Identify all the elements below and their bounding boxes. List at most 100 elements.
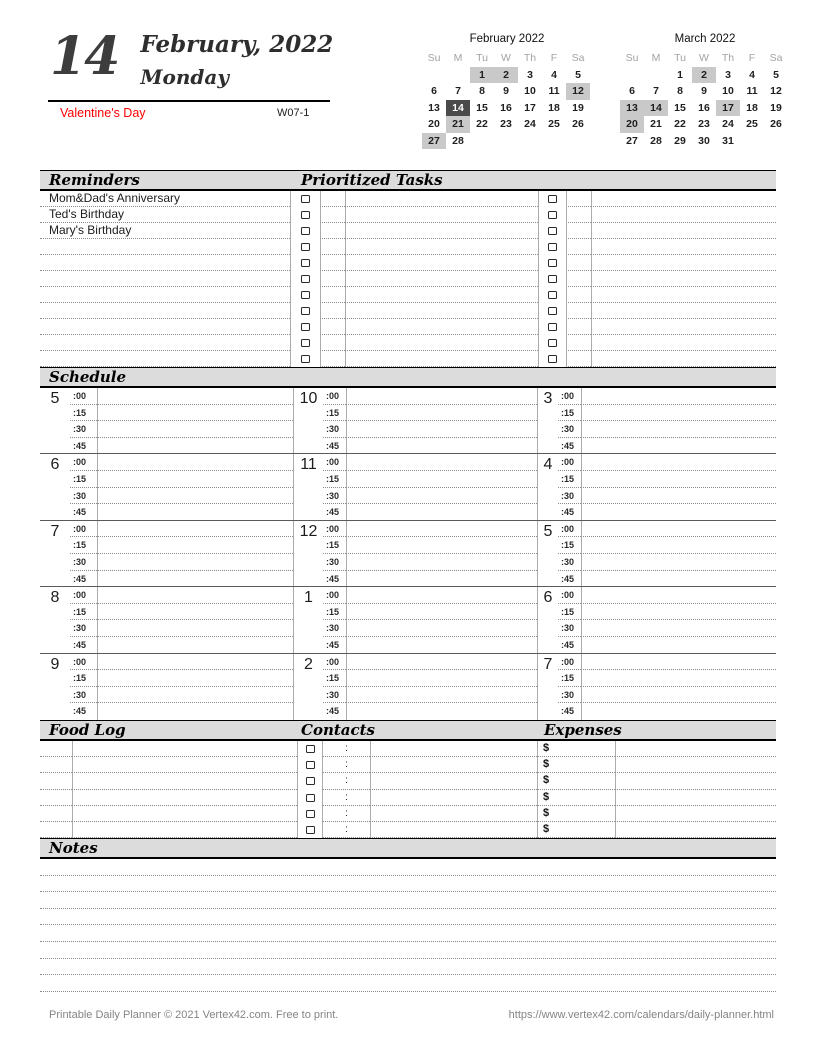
task-priority-cell[interactable] [320,223,345,239]
task-priority-cell[interactable] [320,287,345,303]
task-priority-cell[interactable] [320,335,345,351]
task-priority-cell[interactable] [566,303,591,319]
expense-amount-cell[interactable]: $ [537,773,615,790]
food-entry-line[interactable] [72,805,297,822]
schedule-entry-line[interactable] [346,487,537,505]
schedule-entry-line[interactable] [581,603,776,621]
calendar-day[interactable]: 26 [572,118,584,130]
schedule-entry-line[interactable] [346,504,537,520]
task-line[interactable] [345,335,538,351]
calendar-day[interactable]: 21 [446,116,470,133]
checkbox-icon[interactable] [548,243,557,251]
calendar-day[interactable]: 11 [746,85,758,97]
task-priority-cell[interactable] [566,207,591,223]
contact-name-line[interactable] [370,805,537,822]
schedule-entry-line[interactable] [97,653,293,671]
checkbox-icon[interactable] [548,211,557,219]
task-line[interactable] [345,239,538,255]
calendar-day[interactable]: 10 [722,85,734,97]
calendar-day[interactable]: 18 [548,101,560,114]
expense-amount-cell[interactable]: $ [537,789,615,806]
calendar-day[interactable]: 10 [524,85,536,97]
schedule-entry-line[interactable] [97,686,293,704]
reminder-line[interactable]: Ted's Birthday [40,207,290,223]
task-line[interactable] [345,255,538,271]
reminder-line[interactable] [40,351,290,367]
schedule-entry-line[interactable] [581,504,776,520]
task-line[interactable] [345,303,538,319]
calendar-day[interactable]: 6 [431,85,437,97]
reminder-line[interactable] [40,303,290,319]
checkbox-icon[interactable] [301,275,310,283]
checkbox-icon[interactable] [301,211,310,219]
expense-amount-cell[interactable]: $ [537,757,615,774]
notes-line[interactable] [40,892,776,909]
contact-time-cell[interactable]: : [322,789,370,806]
calendar-day[interactable]: 30 [698,134,710,147]
task-line[interactable] [591,303,776,319]
task-priority-cell[interactable] [566,271,591,287]
task-line[interactable] [591,319,776,335]
notes-line[interactable] [40,909,776,926]
checkbox-icon[interactable] [301,339,310,347]
task-line[interactable] [591,271,776,287]
checkbox-icon[interactable] [301,195,310,203]
schedule-entry-line[interactable] [346,421,537,438]
calendar-day[interactable]: 20 [620,116,644,133]
checkbox-icon[interactable] [301,291,310,299]
contact-name-line[interactable] [370,821,537,839]
task-line[interactable] [591,223,776,239]
contact-time-cell[interactable]: : [322,821,370,839]
schedule-entry-line[interactable] [97,404,293,422]
calendar-day[interactable]: 19 [572,101,584,114]
calendar-day[interactable]: 16 [698,101,710,114]
checkbox-icon[interactable] [305,777,315,786]
calendar-day[interactable]: 1 [470,66,494,83]
task-priority-cell[interactable] [320,351,345,367]
calendar-day[interactable]: 15 [674,101,686,114]
task-priority-cell[interactable] [320,271,345,287]
schedule-entry-line[interactable] [581,470,776,488]
schedule-entry-line[interactable] [346,603,537,621]
schedule-entry-line[interactable] [581,670,776,687]
calendar-day[interactable]: 23 [500,118,512,130]
schedule-entry-line[interactable] [581,587,776,604]
schedule-entry-line[interactable] [346,636,537,653]
task-line[interactable] [591,335,776,351]
task-line[interactable] [345,319,538,335]
schedule-entry-line[interactable] [346,520,537,538]
calendar-day[interactable]: 13 [428,101,440,114]
calendar-day[interactable]: 28 [650,134,662,147]
schedule-entry-line[interactable] [97,388,293,405]
calendar-day[interactable]: 20 [428,118,440,130]
schedule-entry-line[interactable] [581,620,776,637]
contact-name-line[interactable] [370,757,537,774]
task-priority-cell[interactable] [320,239,345,255]
calendar-day[interactable]: 22 [476,118,488,130]
task-priority-cell[interactable] [566,191,591,207]
contact-time-cell[interactable]: : [322,773,370,790]
calendar-day[interactable]: 24 [722,118,734,130]
calendar-day[interactable]: 23 [698,118,710,130]
schedule-entry-line[interactable] [581,686,776,704]
schedule-entry-line[interactable] [97,504,293,520]
task-line[interactable] [345,271,538,287]
notes-line[interactable] [40,942,776,959]
contact-name-line[interactable] [370,773,537,790]
expense-description-line[interactable] [615,805,776,822]
task-priority-cell[interactable] [566,255,591,271]
checkbox-icon[interactable] [548,355,557,363]
calendar-day[interactable]: 2 [494,66,518,83]
reminder-line[interactable]: Mom&Dad's Anniversary [40,191,290,207]
schedule-entry-line[interactable] [581,553,776,571]
food-entry-line[interactable] [72,773,297,790]
schedule-entry-line[interactable] [581,437,776,454]
schedule-entry-line[interactable] [581,421,776,438]
checkbox-icon[interactable] [548,307,557,315]
schedule-entry-line[interactable] [346,454,537,471]
task-line[interactable] [591,239,776,255]
checkbox-icon[interactable] [305,761,315,770]
notes-line[interactable] [40,975,776,992]
calendar-day[interactable]: 29 [674,134,686,147]
food-entry-line[interactable] [72,789,297,806]
